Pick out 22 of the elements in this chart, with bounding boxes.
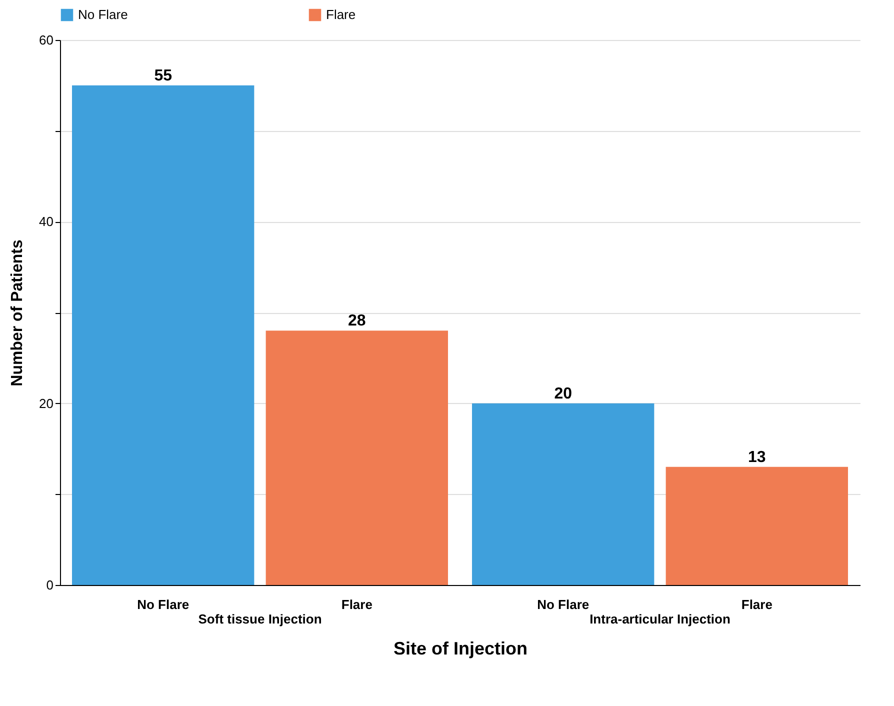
text: Flare	[741, 597, 772, 612]
data-label: 55	[154, 67, 172, 84]
bar	[666, 466, 848, 585]
x-axis-title: Site of Injection	[393, 638, 528, 658]
text: Flare	[341, 597, 372, 612]
data-label: 20	[554, 385, 572, 402]
y-axis-title: Number of Patients	[9, 240, 26, 386]
bar	[72, 85, 254, 585]
text: No Flare	[537, 597, 590, 612]
y-tick-label: 60	[39, 32, 54, 48]
text: No Flare	[137, 597, 190, 612]
x-tick-label: Intra-articular Injection	[590, 612, 730, 626]
data-label: 28	[348, 312, 366, 330]
y-tick-label: 0	[46, 578, 54, 592]
legend-label: No Flare	[78, 7, 128, 22]
bar	[266, 330, 448, 585]
x-tick-label: Soft tissue Injection	[198, 612, 322, 626]
y-tick-label: 20	[39, 396, 54, 411]
legend-label: Flare	[326, 7, 356, 22]
bar	[472, 403, 654, 585]
y-tick-label: 40	[39, 214, 54, 230]
data-label: 13	[748, 448, 766, 466]
